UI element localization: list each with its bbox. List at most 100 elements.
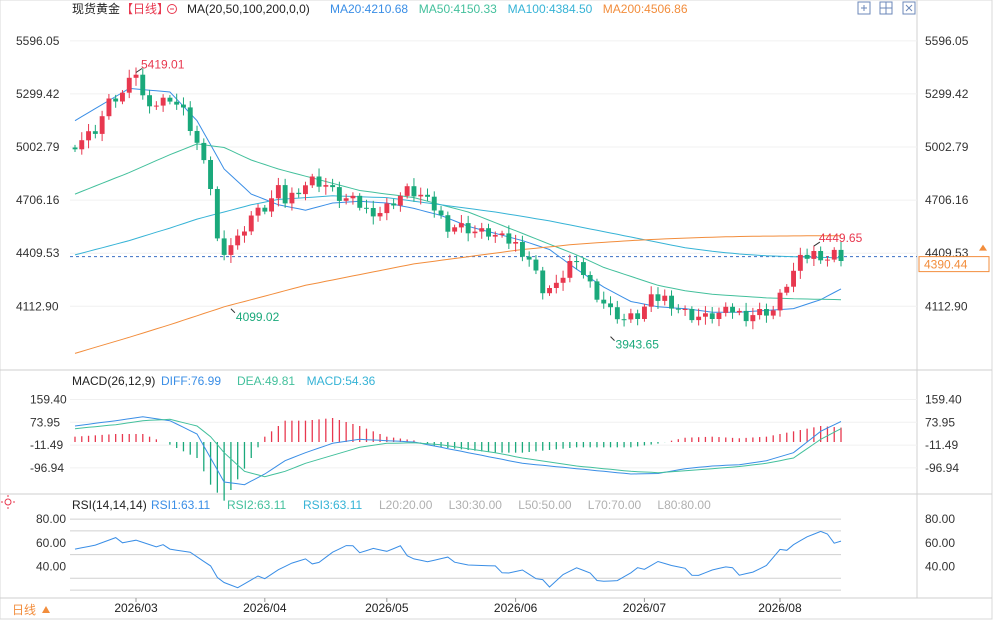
rsi-tick-left: 40.00 xyxy=(36,559,66,573)
candle-body xyxy=(621,319,627,321)
candle-body xyxy=(86,131,91,141)
candle-body xyxy=(804,254,810,259)
macd-values-item-2: MACD:54.36 xyxy=(307,374,376,388)
annotation-low: 4099.02 xyxy=(236,310,280,324)
grid-icon[interactable] xyxy=(879,1,893,15)
price-tick-left: 5596.05 xyxy=(16,34,60,48)
annotation-high: 5419.01 xyxy=(141,58,185,72)
period-button[interactable]: 日线 xyxy=(12,603,50,617)
candle-body xyxy=(438,210,444,216)
ma100-line xyxy=(74,195,842,259)
candle-body xyxy=(350,195,356,199)
macd-lines xyxy=(74,416,842,486)
candle-body xyxy=(221,238,227,255)
candle-body xyxy=(682,309,688,310)
candle-body xyxy=(323,185,329,187)
candle-body xyxy=(431,196,437,211)
candle-body xyxy=(418,194,424,197)
candle-body xyxy=(357,195,363,208)
candle-body xyxy=(696,316,702,321)
candle-body xyxy=(296,192,302,195)
candle-body xyxy=(581,262,586,275)
candle-body xyxy=(533,259,539,271)
expand-icon[interactable] xyxy=(857,1,871,15)
annotation-pointer xyxy=(813,241,821,247)
period-tag[interactable]: 【日线】 xyxy=(121,2,169,16)
rsi-values-item-3: L20:20.00 xyxy=(379,498,433,512)
candle-body xyxy=(486,228,491,237)
candle-body xyxy=(594,281,600,300)
annotation-pointer xyxy=(230,308,236,314)
candle-body xyxy=(553,282,559,288)
candle-body xyxy=(113,98,119,102)
rsi1-line xyxy=(74,530,842,589)
candle-body xyxy=(818,251,824,261)
candle-body xyxy=(499,233,505,235)
candle-body xyxy=(214,189,220,239)
candle-body xyxy=(791,270,796,287)
ma-values-item-3: MA200:4506.86 xyxy=(603,2,688,16)
ma-values-item-1: MA50:4150.33 xyxy=(419,2,497,16)
candle-body xyxy=(282,185,288,204)
candle-body xyxy=(736,310,742,313)
price-tick-left: 5002.79 xyxy=(16,140,60,154)
candle-body xyxy=(675,308,681,310)
candle-body xyxy=(479,228,485,232)
rsi-values-item-4: L30:30.00 xyxy=(449,498,503,512)
price-axis: 5596.05 5596.05 5299.42 5299.42 5002.79 5002.… xyxy=(16,34,990,313)
rsi-axis: 80.00 80.00 60.00 60.00 40.00 40.00 xyxy=(36,512,955,573)
rsi-values-item-6: L70:70.00 xyxy=(588,498,642,512)
macd-tick-left: -96.94 xyxy=(30,461,64,475)
ma20-line xyxy=(74,87,842,313)
candle-body xyxy=(506,233,512,244)
sun-icon[interactable] xyxy=(1,495,15,509)
rsi-values-item-5: L50:50.00 xyxy=(518,498,572,512)
candle-body xyxy=(126,77,132,93)
candle-body xyxy=(242,231,247,236)
candle-body xyxy=(228,245,234,255)
current-price-badge xyxy=(918,256,990,273)
candle-body xyxy=(465,223,471,234)
ma-params: MA(20,50,100,200,0,0) xyxy=(187,2,310,16)
candle-body xyxy=(289,192,295,204)
candle-body xyxy=(689,309,695,321)
symbol-name: 现货黄金 xyxy=(72,1,120,16)
candle-body xyxy=(703,313,708,317)
dea-line xyxy=(74,418,842,478)
candle-body xyxy=(648,294,654,307)
triangle-up-icon xyxy=(42,606,50,613)
settings-circle-icon[interactable] xyxy=(167,4,177,14)
macd-tick-right: -11.49 xyxy=(925,438,958,452)
current-price-label: 4390.44 xyxy=(924,258,968,272)
period-button-label[interactable]: 日线 xyxy=(12,603,36,617)
rsi-label: RSI(14,14,14) xyxy=(72,498,147,512)
candle-body xyxy=(797,254,803,271)
candle-body xyxy=(811,251,817,259)
candle-body xyxy=(838,249,844,261)
annotation-pointer xyxy=(610,336,615,341)
close-icon[interactable] xyxy=(902,1,916,15)
rsi-grid xyxy=(70,518,841,591)
candle-body xyxy=(445,215,451,232)
rsi-header: RSI(14,14,14) RSI1:63.11 RSI2:63.11 RSI3:6… xyxy=(1,495,711,512)
annotation-pointer xyxy=(135,68,143,73)
candle-body xyxy=(520,242,525,257)
macd-tick-left: 159.40 xyxy=(30,392,67,406)
ma-values: MA20:4210.68 MA50:4150.33 MA100:4384.50 MA2… xyxy=(330,2,688,16)
rsi-values-item-7: L80:80.00 xyxy=(657,498,711,512)
x-label: 2026/04 xyxy=(243,601,287,615)
candle-body xyxy=(133,74,139,78)
rsi-tick-right: 80.00 xyxy=(925,512,955,526)
macd-tick-left: 73.95 xyxy=(30,415,60,429)
candle-body xyxy=(336,187,342,201)
candle-body xyxy=(574,261,580,263)
candle-body xyxy=(526,256,532,260)
macd-label: MACD(26,12,9) xyxy=(72,374,155,388)
rsi-tick-right: 60.00 xyxy=(925,536,955,550)
x-label: 2026/08 xyxy=(758,601,802,615)
candle-body xyxy=(825,259,830,261)
candle-body xyxy=(716,312,722,319)
candle-body xyxy=(140,74,146,96)
candle-body xyxy=(174,101,180,105)
